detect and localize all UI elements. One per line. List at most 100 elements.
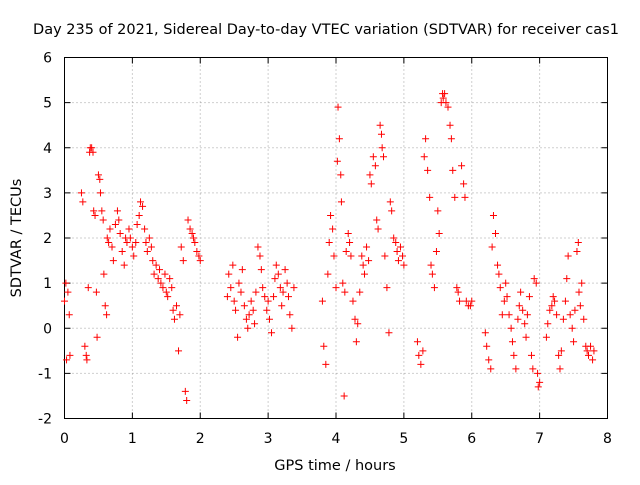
- data-point: [576, 302, 584, 310]
- data-point: [90, 207, 98, 215]
- data-point: [393, 248, 401, 256]
- data-point: [128, 243, 136, 251]
- data-point: [495, 270, 503, 278]
- data-point: [333, 157, 341, 165]
- axis-ticks: [64, 57, 608, 419]
- data-point: [496, 284, 504, 292]
- data-point: [570, 338, 578, 346]
- data-point: [105, 239, 113, 247]
- data-point: [489, 211, 497, 219]
- data-point: [191, 239, 199, 247]
- data-point: [449, 166, 457, 174]
- data-point: [548, 302, 556, 310]
- data-point: [283, 279, 291, 287]
- data-point: [92, 288, 100, 296]
- data-point: [195, 252, 203, 260]
- data-point: [487, 365, 495, 373]
- data-point: [183, 396, 191, 404]
- data-point: [175, 347, 183, 355]
- data-point: [354, 320, 362, 328]
- data-point: [66, 351, 74, 359]
- data-point: [264, 297, 272, 305]
- data-point: [139, 202, 147, 210]
- data-point: [62, 279, 70, 287]
- x-tick-label: 1: [128, 431, 137, 447]
- data-point: [251, 320, 259, 328]
- data-point: [232, 306, 240, 314]
- data-point: [141, 225, 149, 233]
- x-tick-label: 0: [60, 431, 69, 447]
- data-point: [329, 225, 337, 233]
- data-point: [523, 311, 531, 319]
- data-point: [356, 288, 364, 296]
- data-point: [574, 239, 582, 247]
- data-point: [510, 351, 518, 359]
- x-tick-label: 8: [603, 431, 612, 447]
- data-point: [566, 311, 574, 319]
- data-point: [507, 324, 515, 332]
- data-point: [498, 311, 506, 319]
- data-point: [390, 234, 398, 242]
- data-point: [505, 311, 513, 319]
- y-axis-label: SDTVAR / TECUs: [9, 179, 25, 298]
- data-point: [385, 329, 393, 337]
- data-point: [388, 207, 396, 215]
- data-point: [377, 130, 385, 138]
- data-point: [96, 189, 104, 197]
- data-point: [453, 284, 461, 292]
- data-point: [561, 297, 569, 305]
- data-point: [468, 297, 476, 305]
- data-point: [557, 347, 565, 355]
- data-point: [261, 293, 269, 301]
- data-point: [555, 351, 563, 359]
- data-point: [177, 243, 185, 251]
- data-point: [422, 135, 430, 143]
- data-point: [279, 288, 287, 296]
- data-point: [132, 239, 140, 247]
- data-point: [157, 279, 165, 287]
- data-point: [502, 279, 510, 287]
- data-point: [223, 293, 231, 301]
- data-point: [359, 261, 367, 269]
- data-point: [417, 360, 425, 368]
- data-point: [427, 261, 435, 269]
- data-point: [284, 293, 292, 301]
- data-point: [152, 261, 160, 269]
- data-point: [109, 257, 117, 265]
- data-point: [252, 288, 260, 296]
- data-point: [290, 284, 298, 292]
- data-point: [426, 193, 434, 201]
- data-point: [376, 121, 384, 129]
- data-point: [263, 306, 271, 314]
- data-point: [580, 315, 588, 323]
- data-point: [244, 324, 252, 332]
- data-point: [494, 261, 502, 269]
- data-point: [485, 356, 493, 364]
- data-point: [352, 338, 360, 346]
- data-point: [265, 315, 273, 323]
- data-point: [318, 297, 326, 305]
- data-point: [98, 207, 106, 215]
- data-point: [237, 288, 245, 296]
- data-point: [392, 239, 400, 247]
- data-point: [189, 234, 197, 242]
- data-point: [439, 94, 447, 102]
- data-point: [500, 297, 508, 305]
- data-point: [234, 333, 242, 341]
- data-point: [113, 207, 121, 215]
- data-point: [88, 144, 96, 152]
- data-point: [281, 266, 289, 274]
- data-point: [137, 198, 145, 206]
- data-point: [332, 284, 340, 292]
- data-point: [156, 266, 164, 274]
- y-tick-label: 6: [43, 51, 52, 67]
- data-point: [106, 225, 114, 233]
- data-point: [344, 229, 352, 237]
- data-point: [286, 311, 294, 319]
- x-tick-label: 2: [196, 431, 205, 447]
- data-point: [184, 216, 192, 224]
- data-point: [164, 293, 172, 301]
- y-tick-labels: -2 -1 0 1 2 3 4 5 6: [38, 51, 52, 428]
